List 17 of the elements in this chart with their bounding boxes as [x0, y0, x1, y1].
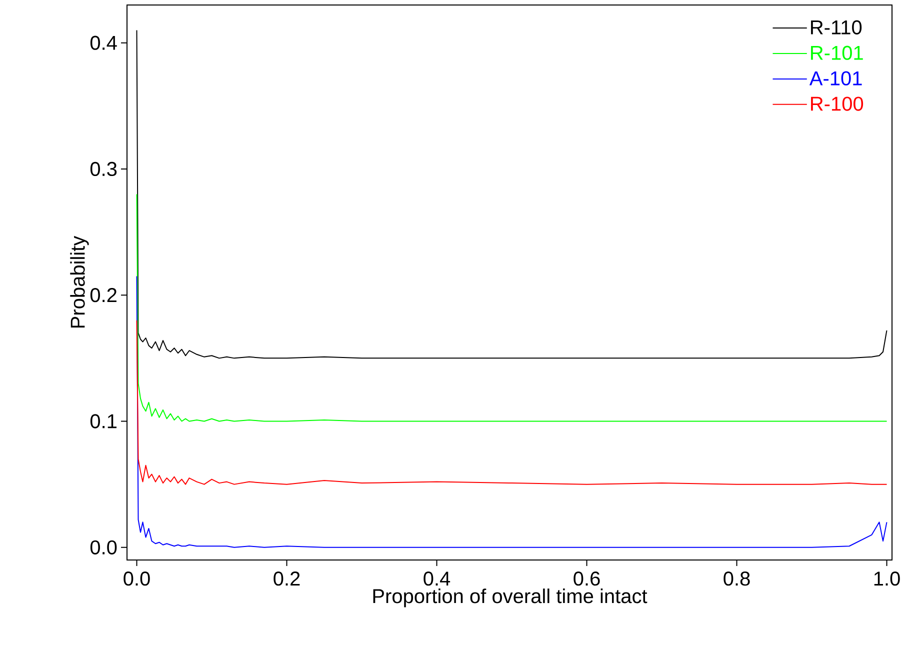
x-tick-label: 0.0	[124, 572, 150, 586]
legend-label: A-101	[809, 71, 862, 86]
y-axis-title: Probability	[70, 236, 89, 328]
y-tick-label: 0.1	[90, 414, 116, 428]
x-tick-label: 0.2	[274, 572, 300, 586]
x-tick-label: 0.6	[574, 572, 600, 586]
x-axis-title: Proportion of overall time intact	[373, 588, 648, 608]
x-tick-label: 0.8	[724, 572, 750, 586]
legend-label: R-110	[811, 20, 862, 34]
y-tick-label: 0.3	[90, 162, 117, 176]
y-tick-label: 0.2	[90, 288, 116, 302]
legend-label: R-101	[811, 46, 863, 60]
y-tick-label: 0.4	[90, 36, 117, 50]
x-tick-label: 0.4	[424, 572, 450, 586]
y-tick-label: 0.0	[90, 540, 117, 554]
x-tick-label: 1.0	[874, 572, 900, 586]
legend-label: R-100	[811, 96, 864, 111]
